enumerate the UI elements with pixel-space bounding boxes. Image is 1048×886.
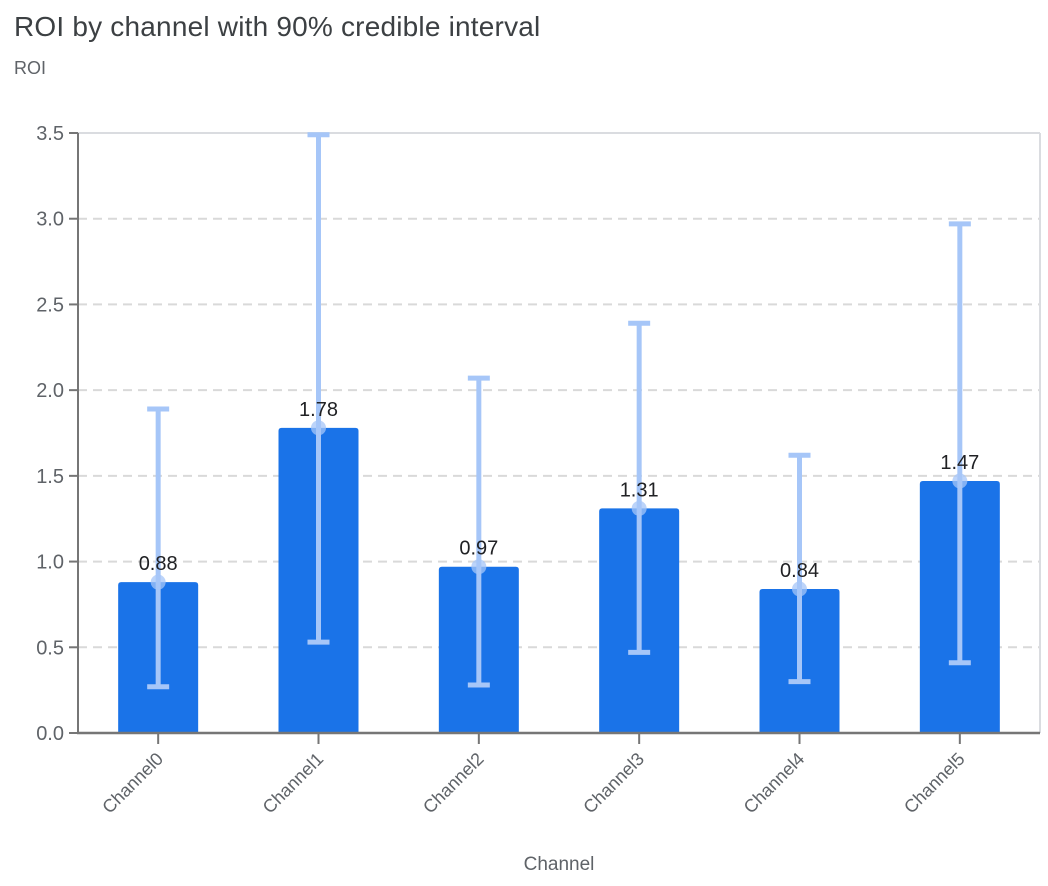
y-tick-label: 0.0 (36, 723, 64, 745)
y-tick-label: 3.0 (36, 209, 64, 231)
bar-value-label: 1.47 (940, 452, 979, 474)
mean-marker (792, 581, 807, 597)
x-tick-label-channel2[interactable]: Channel2 (419, 749, 488, 818)
bar-value-label: 0.88 (139, 553, 178, 575)
bar-value-label: 0.84 (780, 560, 819, 582)
x-tick-label-channel5[interactable]: Channel5 (900, 749, 969, 818)
chart-title: ROI by channel with 90% credible interva… (14, 11, 541, 42)
y-tick-label: 0.5 (36, 637, 64, 659)
y-tick-label: 1.0 (36, 552, 64, 574)
x-tick-label-channel3[interactable]: Channel3 (579, 749, 648, 818)
x-tick-label-channel0[interactable]: Channel0 (98, 749, 167, 818)
y-tick-label: 2.5 (36, 294, 64, 316)
x-tick-label-channel1[interactable]: Channel1 (259, 749, 328, 818)
mean-marker (952, 473, 968, 489)
mean-marker (150, 574, 166, 590)
y-axis-title: ROI (14, 58, 47, 78)
y-tick-label: 1.5 (36, 466, 64, 488)
x-tick-label-channel4[interactable]: Channel4 (740, 749, 809, 818)
y-tick-label: 3.5 (36, 123, 64, 145)
mean-marker (471, 559, 487, 575)
x-axis-title: Channel (524, 854, 595, 875)
bar-value-label: 0.97 (459, 538, 498, 560)
mean-marker (631, 500, 647, 516)
bar-value-label: 1.31 (620, 479, 659, 501)
mean-marker (311, 420, 326, 436)
bar-value-label: 1.78 (299, 399, 338, 421)
y-tick-label: 2.0 (36, 380, 64, 402)
